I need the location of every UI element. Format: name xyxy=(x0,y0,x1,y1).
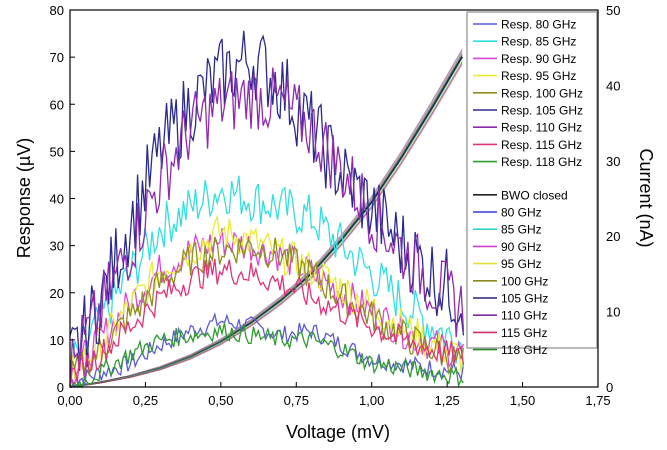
y-tick-label: 70 xyxy=(50,50,64,65)
y-tick-label: 40 xyxy=(50,192,64,207)
x-tick-label: 1,75 xyxy=(585,393,610,408)
x-axis-label: Voltage (mV) xyxy=(286,422,390,442)
x-tick-label: 1,00 xyxy=(359,393,384,408)
response-series-line xyxy=(69,322,464,389)
legend-label: Resp. 105 GHz xyxy=(501,104,583,118)
y-tick-label: 10 xyxy=(50,333,64,348)
response-series-line xyxy=(69,214,465,380)
x-tick-label: 0,00 xyxy=(57,393,82,408)
y2-tick-label: 30 xyxy=(606,154,620,169)
y2-tick-label: 20 xyxy=(606,229,620,244)
y-tick-label: 0 xyxy=(57,380,64,395)
legend-label: 95 GHz xyxy=(501,257,542,271)
y2-tick-label: 50 xyxy=(606,3,620,18)
legend-label: 105 GHz xyxy=(501,292,548,306)
current-line xyxy=(69,48,463,388)
y2-tick-label: 40 xyxy=(606,78,620,93)
y-tick-label: 80 xyxy=(50,3,64,18)
legend-label: Resp. 90 GHz xyxy=(501,52,576,66)
legend-label: 115 GHz xyxy=(501,326,547,340)
y2-tick-label: 0 xyxy=(606,380,613,395)
legend-label: Resp. 115 GHz xyxy=(501,138,582,152)
x-tick-label: 1,50 xyxy=(510,393,535,408)
axes: 0,00 0,25 0,50 0,75 1,00 1,25 1,50 1,7501020304… xyxy=(50,3,621,408)
x-tick-label: 0,75 xyxy=(284,393,309,408)
legend-label: 100 GHz xyxy=(501,274,548,288)
legend-label: Resp. 100 GHz xyxy=(501,86,583,100)
response-series-line xyxy=(69,67,465,388)
y-tick-label: 30 xyxy=(50,239,64,254)
legend-box xyxy=(466,11,598,349)
x-tick-label: 0,25 xyxy=(133,393,158,408)
y2-tick-label: 10 xyxy=(606,305,620,320)
legend-label: 85 GHz xyxy=(501,223,542,237)
y2-axis-label: Current (nA) xyxy=(636,148,656,247)
legend-label: Resp. 110 GHz xyxy=(501,121,582,135)
current-line xyxy=(69,63,463,388)
y-axis-label: Response (µV) xyxy=(14,138,34,258)
legend-label: 110 GHz xyxy=(501,309,547,323)
legend-label: 90 GHz xyxy=(501,240,542,254)
current-line xyxy=(69,53,463,388)
x-tick-label: 0,50 xyxy=(208,393,233,408)
plot-area xyxy=(69,30,465,389)
legend: Resp. 80 GHz Resp. 85 GHz Resp. 90 GHz Resp… xyxy=(466,11,598,357)
y-tick-label: 20 xyxy=(50,286,64,301)
legend-label: 118 GHz xyxy=(501,343,547,357)
response-series-line xyxy=(69,258,465,388)
legend-label: Resp. 85 GHz xyxy=(501,35,576,49)
legend-label: Resp. 95 GHz xyxy=(501,69,576,83)
legend-label: Resp. 118 GHz xyxy=(501,155,582,169)
legend-label: BWO closed xyxy=(501,188,568,202)
x-tick-label: 1,25 xyxy=(434,393,459,408)
legend-label: Resp. 80 GHz xyxy=(501,18,576,32)
y-tick-label: 50 xyxy=(50,144,64,159)
legend-label: 80 GHz xyxy=(501,206,542,220)
y-tick-label: 60 xyxy=(50,97,64,112)
